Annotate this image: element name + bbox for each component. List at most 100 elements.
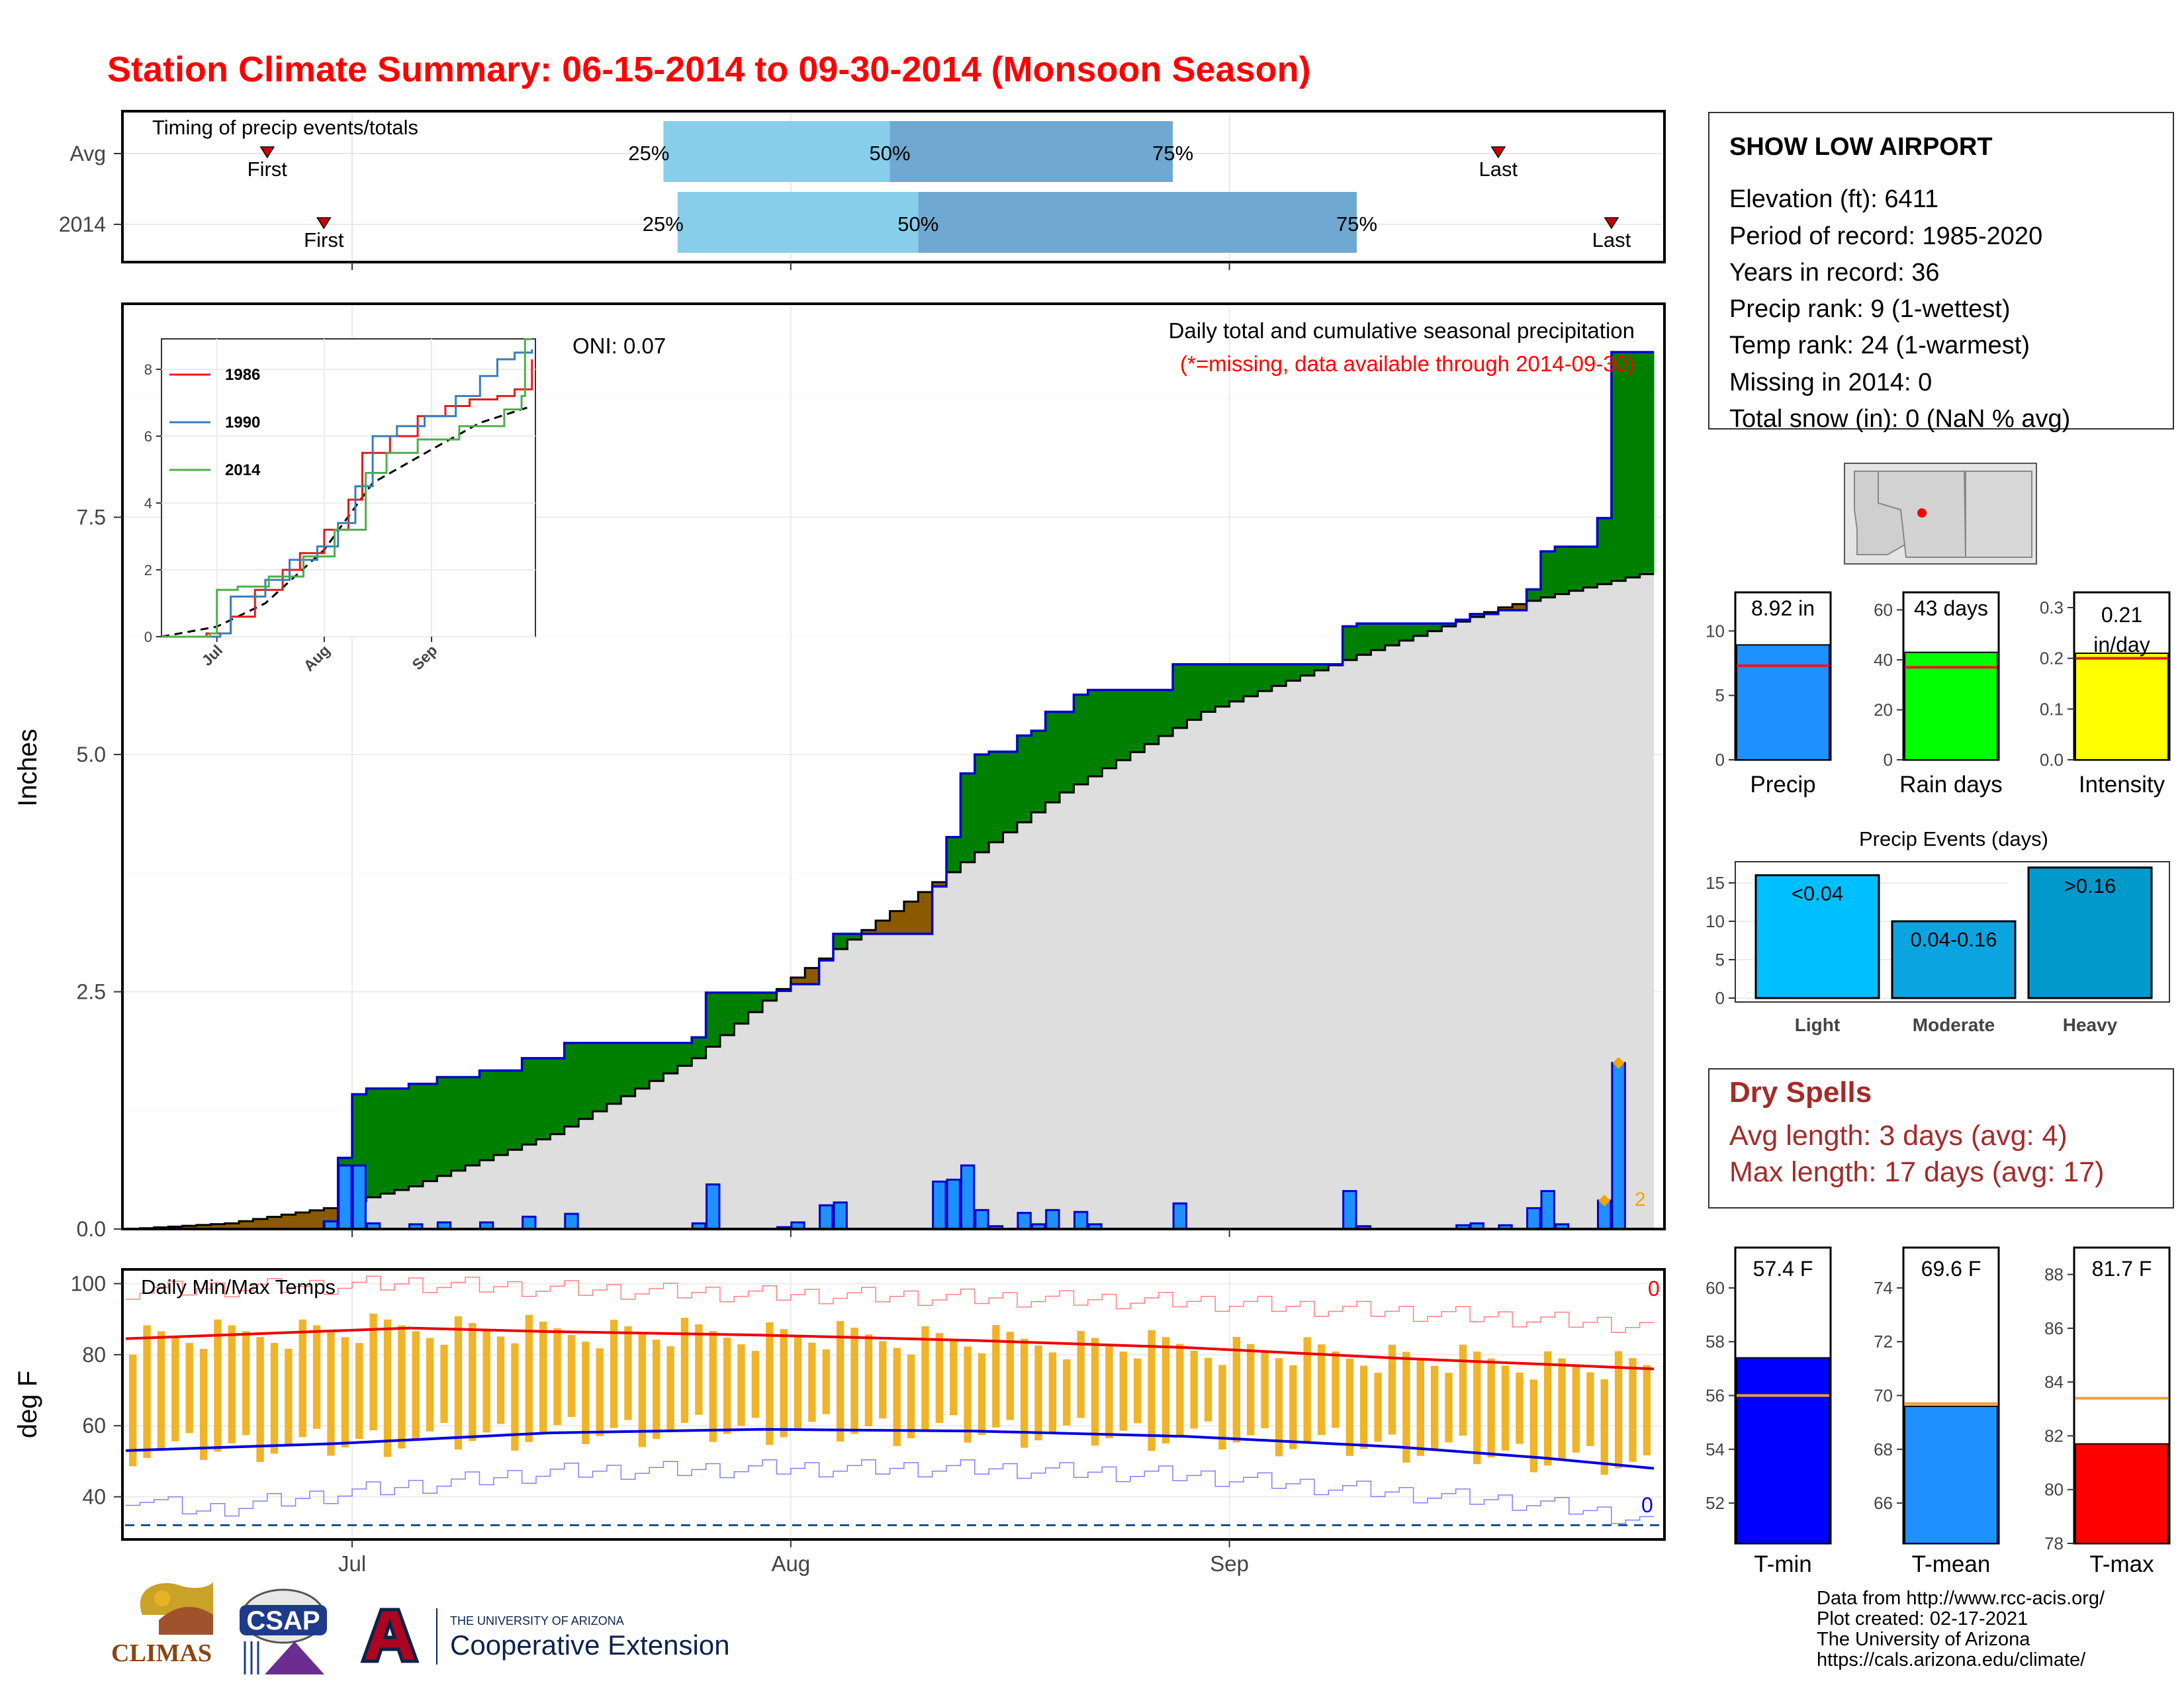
timing-first-label-y2014: First bbox=[304, 228, 344, 251]
daily-temp-bar bbox=[737, 1344, 745, 1426]
surplus-segment bbox=[1116, 690, 1131, 760]
footer-line-data: Data from http://www.rcc-acis.org/ bbox=[1817, 1588, 2105, 1609]
map-east-shape bbox=[1965, 471, 2032, 558]
surplus-segment bbox=[960, 773, 976, 862]
surplus-segment bbox=[1583, 546, 1598, 588]
surplus-segment bbox=[1597, 518, 1612, 584]
daily-temp-bar bbox=[964, 1346, 972, 1443]
daily-temp-bar bbox=[1261, 1351, 1269, 1428]
timing-pct-y2014-2: 75% bbox=[1336, 212, 1377, 236]
deficit-segment bbox=[889, 911, 905, 935]
daily-temp-bar bbox=[1289, 1365, 1297, 1449]
daily-temp-bar bbox=[582, 1342, 590, 1444]
daily-temp-bar bbox=[822, 1349, 830, 1414]
timing-pct-avg-0: 25% bbox=[628, 142, 669, 165]
events-category-moderate: Moderate bbox=[1913, 1015, 1995, 1035]
daily-temp-bar bbox=[780, 1329, 788, 1438]
date-xtick-label-2: Sep bbox=[1210, 1551, 1249, 1576]
daily-temp-bar bbox=[567, 1335, 576, 1417]
daily-temp-bar bbox=[1374, 1373, 1382, 1442]
surplus-segment bbox=[366, 1088, 381, 1197]
daily-temp-bar bbox=[808, 1342, 816, 1422]
timing-row-avg: Avg bbox=[69, 142, 106, 165]
timing-last-marker-avg bbox=[1490, 146, 1506, 159]
surplus-segment bbox=[946, 837, 961, 872]
surplus-segment bbox=[1257, 664, 1273, 692]
tempbar-tmean bbox=[1904, 1405, 1998, 1545]
summary-ytick-label-intensity-1: 0.1 bbox=[2040, 699, 2064, 719]
daily-temp-bar bbox=[1119, 1351, 1127, 1431]
daily-temp-bar bbox=[794, 1336, 802, 1430]
daily-temp-bar bbox=[256, 1337, 264, 1462]
timing-last-label-avg: Last bbox=[1479, 158, 1518, 181]
station-name: SHOW LOW AIRPORT bbox=[1729, 133, 1993, 161]
daily-temp-bar bbox=[1501, 1365, 1510, 1451]
surplus-segment bbox=[522, 1058, 537, 1145]
precip-panel-frame bbox=[121, 302, 1666, 1230]
station-line-elevation: Elevation (ft): 6411 bbox=[1729, 185, 1938, 213]
tmin-normal-line bbox=[125, 1428, 1655, 1470]
summary-value-unit-intensity: in/day bbox=[2093, 633, 2150, 657]
daily-temp-bar bbox=[695, 1324, 703, 1415]
station-line-snow: Total snow (in): 0 (NaN % avg) bbox=[1729, 405, 2070, 433]
surplus-segment bbox=[394, 1088, 410, 1190]
surplus-segment bbox=[989, 751, 1004, 843]
tempbar-ytick-label-tmax-0: 78 bbox=[2044, 1533, 2064, 1553]
timing-first-marker-avg bbox=[259, 146, 275, 159]
surplus-segment bbox=[734, 992, 749, 1024]
daily-temp-bar bbox=[680, 1318, 689, 1423]
deficit-segment bbox=[224, 1223, 240, 1229]
csap-badge bbox=[240, 1605, 327, 1635]
temp-ytick-label-0: 40 bbox=[82, 1485, 106, 1509]
daily-temp-bar bbox=[398, 1325, 406, 1449]
surplus-segment bbox=[536, 1058, 551, 1140]
daily-temp-bar bbox=[1020, 1338, 1028, 1448]
station-line-period: Period of record: 1985-2020 bbox=[1729, 222, 2042, 250]
page-title: Station Climate Summary: 06-15-2014 to 0… bbox=[107, 50, 1311, 89]
footer-credits: Data from http://www.rcc-acis.org/ Plot … bbox=[1817, 1588, 2105, 1670]
deficit-segment bbox=[309, 1210, 324, 1229]
tempbar-ytick-label-tmin-2: 56 bbox=[1706, 1386, 1725, 1406]
daily-precip-bar bbox=[351, 1164, 367, 1230]
surplus-segment bbox=[1031, 731, 1046, 813]
surplus-segment bbox=[1427, 623, 1442, 631]
timing-last-label-y2014: Last bbox=[1592, 228, 1631, 251]
daily-temp-bar bbox=[1345, 1358, 1354, 1456]
deficit-segment bbox=[918, 891, 933, 935]
daily-temp-bar bbox=[978, 1353, 986, 1436]
missing-marker bbox=[1612, 1057, 1625, 1070]
surplus-segment bbox=[1130, 690, 1145, 753]
timing-last-marker-y2014 bbox=[1604, 217, 1619, 230]
daily-temp-bar bbox=[1402, 1351, 1410, 1463]
deficit-segment bbox=[805, 968, 820, 985]
summary-value-precip: 8.92 in bbox=[1751, 596, 1815, 620]
surplus-segment bbox=[1144, 690, 1160, 745]
missing-marker bbox=[1598, 1194, 1611, 1207]
daily-temp-bar bbox=[1572, 1365, 1580, 1453]
temp-ytick-label-1: 60 bbox=[82, 1414, 106, 1438]
surplus-segment bbox=[1385, 623, 1400, 646]
daily-temp-bar bbox=[1416, 1359, 1424, 1456]
daily-precip-bar bbox=[1172, 1202, 1187, 1230]
footer-line-url: https://cals.arizona.edu/climate/ bbox=[1817, 1649, 2086, 1670]
inset-series-2014 bbox=[161, 338, 532, 638]
surplus-segment bbox=[1045, 711, 1060, 803]
surplus-segment bbox=[1413, 623, 1428, 636]
daily-precip-bar bbox=[974, 1209, 989, 1230]
inset-series-1990 bbox=[161, 349, 533, 638]
climas-wordmark: CLIMAS bbox=[111, 1639, 212, 1667]
surplus-segment bbox=[1244, 664, 1258, 697]
surplus-segment bbox=[833, 934, 848, 949]
tempbar-ytick-label-tmean-0: 66 bbox=[1874, 1493, 1893, 1513]
daily-temp-bar bbox=[454, 1316, 463, 1450]
temp-panel-label: Daily Min/Max Temps bbox=[141, 1275, 336, 1299]
daily-temp-bar bbox=[228, 1325, 236, 1443]
daily-temp-bar bbox=[312, 1325, 321, 1429]
surplus-segment bbox=[451, 1077, 466, 1171]
record-high-line bbox=[126, 1275, 1655, 1333]
daily-temp-bar bbox=[270, 1343, 279, 1454]
ua-logo: THE UNIVERSITY OF ARIZONA Cooperative Ex… bbox=[360, 1608, 730, 1665]
surplus-segment bbox=[621, 1042, 636, 1097]
